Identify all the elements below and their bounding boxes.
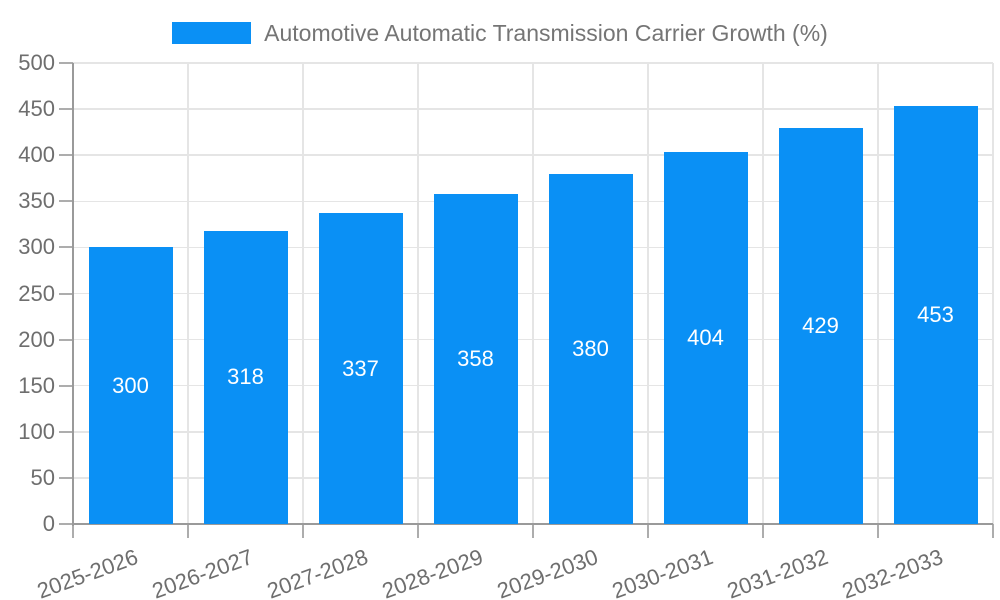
bar-value-label: 337	[342, 355, 379, 381]
bar-2026-2027[interactable]	[203, 230, 288, 524]
bar-value-label: 300	[112, 372, 149, 398]
y-tick-mark	[59, 292, 73, 295]
v-gridline	[302, 63, 304, 524]
bar-2029-2030[interactable]	[548, 173, 633, 524]
bar-2032-2033[interactable]	[893, 106, 978, 524]
bar-2030-2031[interactable]	[663, 151, 748, 524]
v-gridline	[992, 63, 994, 524]
y-tick-label: 250	[18, 280, 55, 306]
x-axis-line	[73, 523, 993, 525]
y-tick-mark	[59, 246, 73, 249]
legend[interactable]: Automotive Automatic Transmission Carrie…	[0, 18, 1000, 48]
y-tick-label: 400	[18, 142, 55, 168]
y-tick-mark	[59, 384, 73, 387]
y-tick-label: 300	[18, 234, 55, 260]
y-tick-mark	[59, 476, 73, 479]
v-gridline	[762, 63, 764, 524]
y-tick-label: 100	[18, 418, 55, 444]
bar-2028-2029[interactable]	[433, 193, 518, 524]
x-tick-mark	[532, 524, 534, 538]
y-tick-mark	[59, 154, 73, 157]
bar-value-label: 380	[572, 335, 609, 361]
v-gridline	[417, 63, 419, 524]
bar-2027-2028[interactable]	[318, 213, 403, 524]
y-tick-mark	[59, 108, 73, 111]
v-gridline	[532, 63, 534, 524]
bar-value-label: 429	[802, 313, 839, 339]
x-tick-mark	[877, 524, 879, 538]
bar-value-label: 453	[917, 302, 954, 328]
bar-2031-2032[interactable]	[778, 128, 863, 524]
bar-value-label: 318	[227, 364, 264, 390]
x-tick-mark	[72, 524, 74, 538]
x-tick-mark	[762, 524, 764, 538]
y-tick-label: 350	[18, 188, 55, 214]
y-tick-label: 150	[18, 372, 55, 398]
bar-value-label: 358	[457, 345, 494, 371]
x-tick-mark	[417, 524, 419, 538]
v-gridline	[877, 63, 879, 524]
x-tick-mark	[187, 524, 189, 538]
legend-swatch[interactable]	[172, 22, 252, 44]
y-tick-mark	[59, 523, 73, 525]
x-tick-mark	[302, 524, 304, 538]
y-tick-label: 500	[18, 50, 55, 75]
y-tick-label: 200	[18, 326, 55, 352]
y-tick-label: 450	[18, 96, 55, 122]
y-tick-mark	[59, 430, 73, 433]
y-tick-label: 0	[42, 511, 55, 536]
bar-value-label: 404	[687, 324, 724, 350]
v-gridline	[647, 63, 649, 524]
legend-label[interactable]: Automotive Automatic Transmission Carrie…	[264, 20, 828, 46]
v-gridline	[187, 63, 189, 524]
y-tick-mark	[59, 200, 73, 203]
y-tick-label: 50	[30, 464, 55, 490]
x-tick-mark	[647, 524, 649, 538]
x-tick-mark	[992, 524, 994, 538]
bar-2025-2026[interactable]	[88, 247, 173, 524]
y-tick-mark	[59, 338, 73, 341]
y-axis-line	[72, 63, 74, 526]
y-tick-mark	[59, 62, 73, 64]
